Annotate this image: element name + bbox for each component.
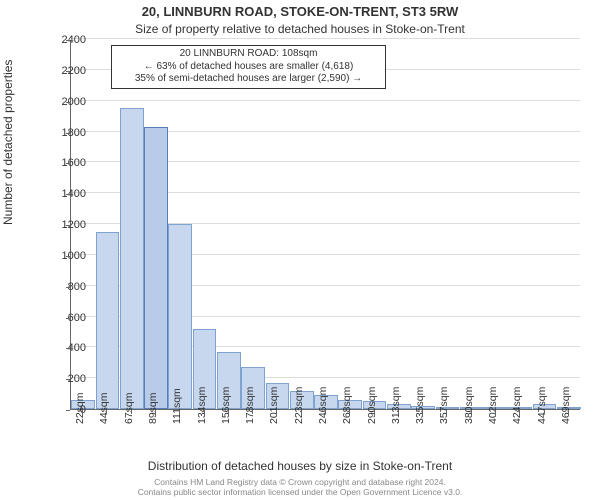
x-tick-mark [495,410,496,414]
grid-line [71,38,580,39]
y-tick-mark [66,194,70,195]
footer-attribution: Contains HM Land Registry data © Crown c… [0,478,600,498]
x-tick-mark [422,410,423,414]
bar [96,232,120,409]
x-tick-mark [179,410,180,414]
x-axis-label: Distribution of detached houses by size … [0,459,600,473]
x-tick-mark [82,410,83,414]
x-tick-mark [106,410,107,414]
x-tick-mark [204,410,205,414]
x-tick-mark [349,410,350,414]
x-tick-mark [252,410,253,414]
x-tick-mark [276,410,277,414]
x-tick-mark [398,410,399,414]
y-tick-mark [66,163,70,164]
y-tick-mark [66,410,70,411]
chart-title-sub: Size of property relative to detached ho… [0,22,600,36]
annotation-line-3: 35% of semi-detached houses are larger (… [116,73,381,86]
y-tick-mark [66,133,70,134]
chart-title-main: 20, LINNBURN ROAD, STOKE-ON-TRENT, ST3 5… [0,4,600,19]
footer-line-2: Contains public sector information licen… [0,488,600,498]
y-tick-mark [66,71,70,72]
annotation-line-1: 20 LINNBURN ROAD: 108sqm [116,48,381,61]
chart-container: 20, LINNBURN ROAD, STOKE-ON-TRENT, ST3 5… [0,0,600,500]
plot-area: 20 LINNBURN ROAD: 108sqm ← 63% of detach… [70,40,580,410]
x-tick-mark [544,410,545,414]
y-axis-label: Number of detached properties [1,60,15,225]
x-tick-mark [325,410,326,414]
x-tick-mark [228,410,229,414]
y-tick-mark [66,348,70,349]
bars-group [71,40,580,409]
bar [168,224,192,409]
bar-highlight [144,127,168,409]
y-tick-mark [66,225,70,226]
x-tick-mark [155,410,156,414]
x-tick-mark [374,410,375,414]
x-tick-mark [446,410,447,414]
y-tick-mark [66,318,70,319]
bar [120,108,144,409]
x-tick-mark [301,410,302,414]
annotation-box: 20 LINNBURN ROAD: 108sqm ← 63% of detach… [111,45,386,89]
y-tick-mark [66,102,70,103]
x-tick-mark [519,410,520,414]
y-tick-mark [66,40,70,41]
y-tick-mark [66,287,70,288]
annotation-line-2: ← 63% of detached houses are smaller (4,… [116,61,381,74]
y-tick-mark [66,256,70,257]
y-tick-mark [66,379,70,380]
x-tick-mark [131,410,132,414]
x-tick-mark [471,410,472,414]
x-tick-mark [568,410,569,414]
